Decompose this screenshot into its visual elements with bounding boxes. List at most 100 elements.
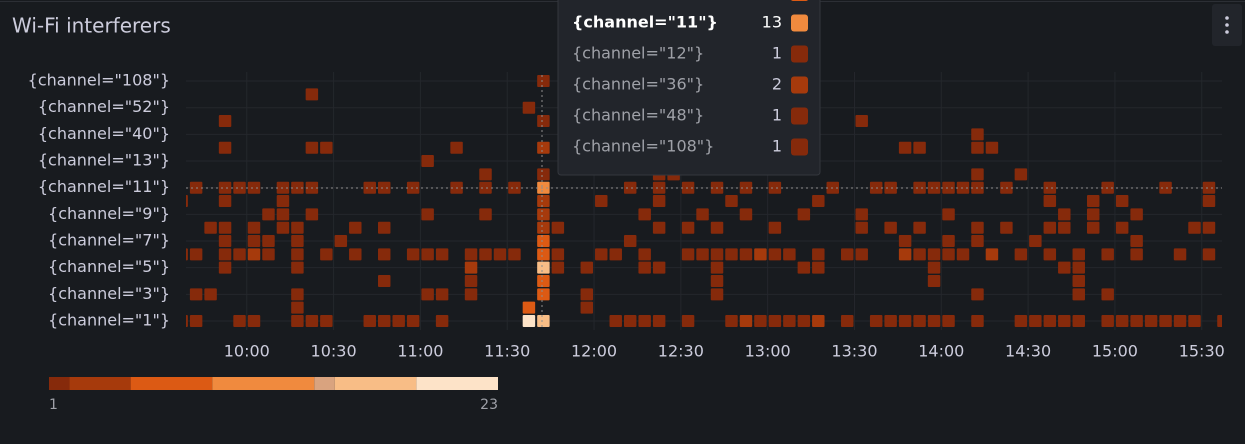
y-tick-label: {channel="52"} [38,97,170,116]
heatmap-cell [725,248,738,261]
heatmap-cell [898,235,912,248]
heatmap-cell [320,315,333,327]
x-tick-label: 11:00 [397,342,443,361]
heatmap-cell [363,181,376,194]
heatmap-cell [739,248,753,261]
heatmap-cell [1188,221,1201,234]
tooltip-swatch [791,76,808,94]
heatmap-cell [942,235,955,248]
heatmap-cell [638,248,651,261]
heatmap-cell [1072,248,1085,261]
heatmap-cell [609,248,622,261]
heatmap-cell [537,168,550,181]
heatmap-cell [812,261,825,274]
heatmap-cell [537,195,550,208]
heatmap-cell [363,315,376,327]
tooltip-label: {channel="48"} [572,106,704,125]
heatmap-cell [1014,315,1028,327]
heatmap-cell [276,221,290,234]
heatmap-cell [522,301,536,314]
heatmap-cell [1173,315,1187,327]
x-tick-label: 11:30 [484,342,530,361]
chart-title: Wi-Fi interferers [12,14,171,38]
heatmap-cell [189,248,203,261]
heatmap-cell [971,128,984,141]
heatmap-cell [855,221,868,234]
heatmap-cell [189,288,203,301]
heatmap-cell [1072,275,1085,288]
x-tick-label: 12:00 [571,342,617,361]
heatmap-cell [971,221,984,234]
heatmap-cell [204,221,217,234]
heatmap-cell [247,315,261,327]
heatmap-cell [971,235,984,248]
heatmap-cell [218,141,232,154]
panel-menu[interactable] [1212,4,1242,46]
heatmap-cell [1014,248,1028,261]
tooltip-value: 2 [772,75,782,94]
heatmap-cell [233,315,246,327]
heatmap-cell [927,275,941,288]
x-tick-label: 14:00 [918,342,964,361]
heatmap-cell [1072,288,1085,301]
heatmap-cell [204,288,217,301]
heatmap-cell [1029,235,1042,248]
heatmap-cell [377,315,391,327]
heatmap-cell [927,248,941,261]
heatmap-cell [291,235,304,248]
heatmap-cell [522,315,536,327]
heatmap-cell [435,288,449,301]
heatmap-cell [276,195,290,208]
heatmap-cell [754,248,767,261]
tooltip-label: {channel="11"} [572,13,718,32]
heatmap-cell [725,195,738,208]
legend-color-band [212,377,315,390]
tooltip-value: 13 [762,13,782,32]
heatmap-cell [855,248,868,261]
heatmap-cell [1029,315,1042,327]
heatmap-cell [971,168,984,181]
heatmap-cell [956,248,970,261]
heatmap-cell [841,248,854,261]
legend-color-band [130,377,213,390]
heatmap-cell [247,221,261,234]
heatmap-cell [710,261,724,274]
heatmap-cell [696,208,709,221]
heatmap-cell [186,248,188,261]
heatmap-cell [1058,208,1071,221]
heatmap-cell [652,315,666,327]
heatmap-cell [262,208,275,221]
heatmap-cell [349,248,362,261]
heatmap-cell [537,288,550,301]
heatmap-cell [971,288,984,301]
heatmap-cell [1115,221,1129,234]
legend-color-band [69,377,131,390]
tooltip-label: {channel="12"} [572,44,704,63]
heatmap-cell [479,181,492,194]
heatmap-cell [551,221,565,234]
tooltip-swatch [791,107,808,125]
heatmap-cell [421,208,434,221]
heatmap-cell [262,235,275,248]
heatmap-cell [812,248,825,261]
heatmap-cell [377,221,391,234]
heatmap-cell [218,115,232,128]
heatmap-cell [898,141,912,154]
heatmap-cell [305,141,319,154]
heatmap-cell [1130,235,1143,248]
heatmap-cell [537,181,550,194]
heatmap-cell [985,141,999,154]
heatmap-cell [291,301,304,314]
y-tick-label: {channel="7"} [48,231,170,250]
cells [186,75,1222,327]
heatmap-cell [768,181,782,194]
heatmap-cell [291,315,304,327]
heatmap-cell [186,315,188,327]
x-tick-label: 10:00 [224,342,270,361]
heatmap-cell [681,181,695,194]
heatmap-cell [435,248,449,261]
heatmap-cell [1058,221,1071,234]
heatmap-cell [1101,288,1114,301]
heatmap-cell [1130,208,1143,221]
